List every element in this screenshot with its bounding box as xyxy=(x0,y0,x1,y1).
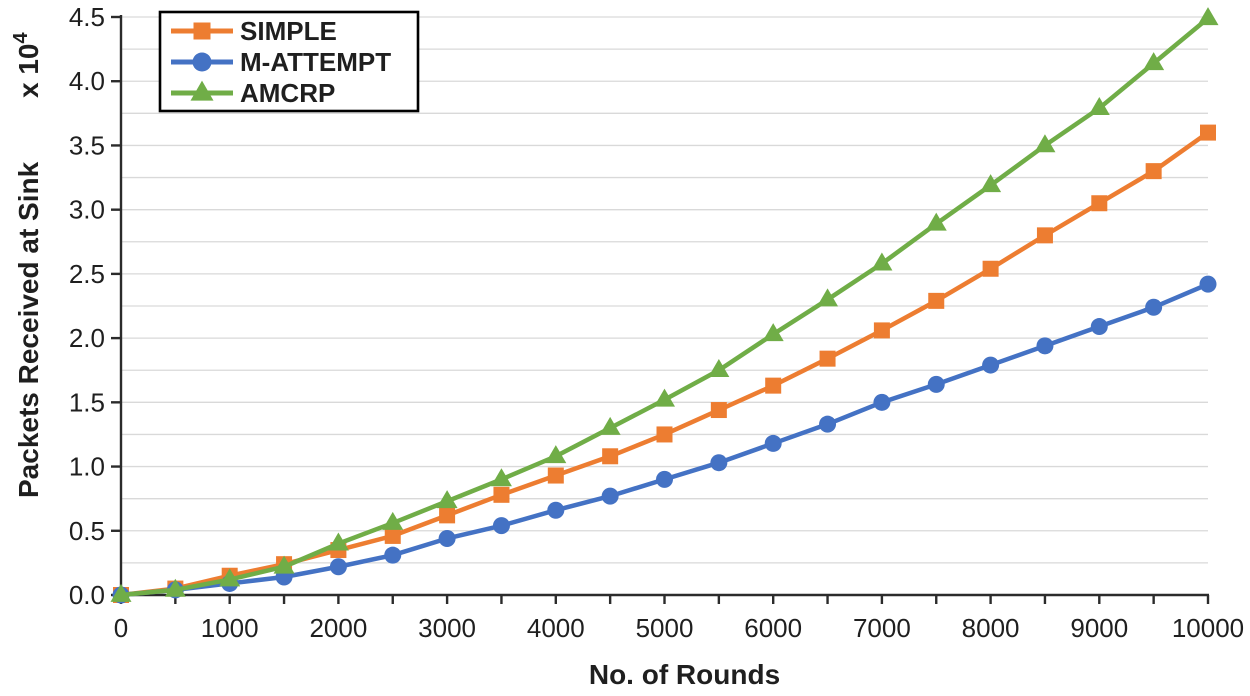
data-point-marker xyxy=(547,467,564,484)
y-tick-label: 1.5 xyxy=(69,387,105,417)
data-point-marker xyxy=(327,532,349,551)
x-tick-label: 9000 xyxy=(1070,613,1128,643)
data-point-marker xyxy=(982,356,1000,374)
axes-group: 0.0 0.5 1.0 1.5 2.0 2.5 3.0 3.5 4.0 4.5 0 1000 2000 3… xyxy=(69,2,1244,643)
data-point-marker xyxy=(1199,275,1217,293)
data-point-marker xyxy=(490,468,512,487)
data-point-marker xyxy=(819,350,836,367)
y-tick-label: 3.5 xyxy=(69,130,105,160)
y-tick-label: 2.0 xyxy=(69,323,105,353)
data-point-marker xyxy=(819,415,837,433)
x-tick-label: 0 xyxy=(114,613,128,643)
data-point-marker xyxy=(273,555,295,574)
data-point-marker xyxy=(493,486,510,503)
data-point-marker xyxy=(547,501,565,519)
data-point-marker xyxy=(436,490,458,509)
x-tick-label: 3000 xyxy=(418,613,476,643)
data-point-marker xyxy=(710,454,728,472)
data-point-marker xyxy=(384,546,402,564)
y-axis-multiplier: x 104 xyxy=(10,32,44,99)
data-point-marker xyxy=(1145,298,1163,316)
y-tick-label: 2.5 xyxy=(69,259,105,289)
data-point-marker xyxy=(384,527,401,544)
x-tick-label: 5000 xyxy=(636,613,694,643)
y-tick-label: 4.0 xyxy=(69,66,105,96)
legend-label: SIMPLE xyxy=(240,16,337,46)
data-point-marker xyxy=(656,470,673,488)
series-amcrp xyxy=(110,7,1219,602)
y-tick-label: 1.0 xyxy=(69,452,105,482)
legend-label: AMCRP xyxy=(240,78,335,108)
data-point-marker xyxy=(762,323,784,342)
x-tick-label: 7000 xyxy=(853,613,911,643)
x-axis-title: No. of Rounds xyxy=(589,659,780,690)
data-point-marker xyxy=(219,568,241,587)
x-tick-label: 8000 xyxy=(962,613,1020,643)
x-tick-label: 10000 xyxy=(1172,613,1244,643)
data-point-marker xyxy=(873,322,890,339)
data-point-marker xyxy=(164,578,186,597)
data-point-marker xyxy=(764,434,782,452)
data-point-marker xyxy=(927,375,945,393)
data-point-marker xyxy=(982,260,999,277)
data-point-marker xyxy=(110,583,132,602)
legend-marker-circle xyxy=(192,52,212,72)
data-point-marker xyxy=(439,507,456,524)
x-tick-label: 2000 xyxy=(309,613,367,643)
y-tick-label: 3.0 xyxy=(69,195,105,225)
x-tick-label: 4000 xyxy=(527,613,585,643)
data-point-marker xyxy=(1145,163,1162,180)
data-point-marker xyxy=(1088,97,1110,116)
data-point-marker xyxy=(1200,124,1216,141)
data-point-marker xyxy=(925,212,947,231)
data-point-marker xyxy=(545,445,567,464)
gridlines-group xyxy=(121,16,1208,564)
x-tick-label: 1000 xyxy=(201,613,259,643)
data-point-marker xyxy=(656,426,673,443)
y-tick-label: 0.0 xyxy=(69,580,105,610)
data-point-marker xyxy=(817,288,839,307)
legend-label: M-ATTEMPT xyxy=(240,47,391,77)
y-axis-multiplier-base: x 10 xyxy=(13,44,44,99)
data-point-marker xyxy=(1091,195,1108,212)
data-point-marker xyxy=(492,517,510,535)
data-point-marker xyxy=(1034,134,1056,153)
y-axis-title: Packets Received at Sink xyxy=(13,161,44,498)
data-point-marker xyxy=(1090,318,1108,336)
data-point-marker xyxy=(708,359,730,378)
data-point-marker xyxy=(928,292,945,309)
y-tick-label: 4.5 xyxy=(69,2,105,32)
legend-marker-triangle xyxy=(190,80,214,101)
legend-marker-square xyxy=(193,22,211,40)
data-point-marker xyxy=(980,174,1002,193)
data-point-marker xyxy=(382,511,404,530)
data-point-marker xyxy=(873,393,891,411)
data-point-marker xyxy=(329,558,347,576)
data-point-marker xyxy=(1036,227,1053,244)
data-point-marker xyxy=(601,487,619,505)
data-point-marker xyxy=(765,377,782,394)
data-point-marker xyxy=(1143,52,1165,71)
data-point-marker xyxy=(438,529,456,547)
y-axis-multiplier-exponent: 4 xyxy=(10,32,32,44)
data-point-marker xyxy=(1197,7,1219,26)
data-point-marker xyxy=(654,388,675,407)
data-point-marker xyxy=(1036,337,1054,355)
data-point-marker xyxy=(599,416,621,435)
data-point-marker xyxy=(602,448,619,465)
y-tick-label: 0.5 xyxy=(69,516,105,546)
x-tick-label: 6000 xyxy=(744,613,802,643)
data-point-marker xyxy=(871,252,893,271)
data-point-marker xyxy=(710,402,727,419)
series-m-attempt xyxy=(112,275,1217,604)
